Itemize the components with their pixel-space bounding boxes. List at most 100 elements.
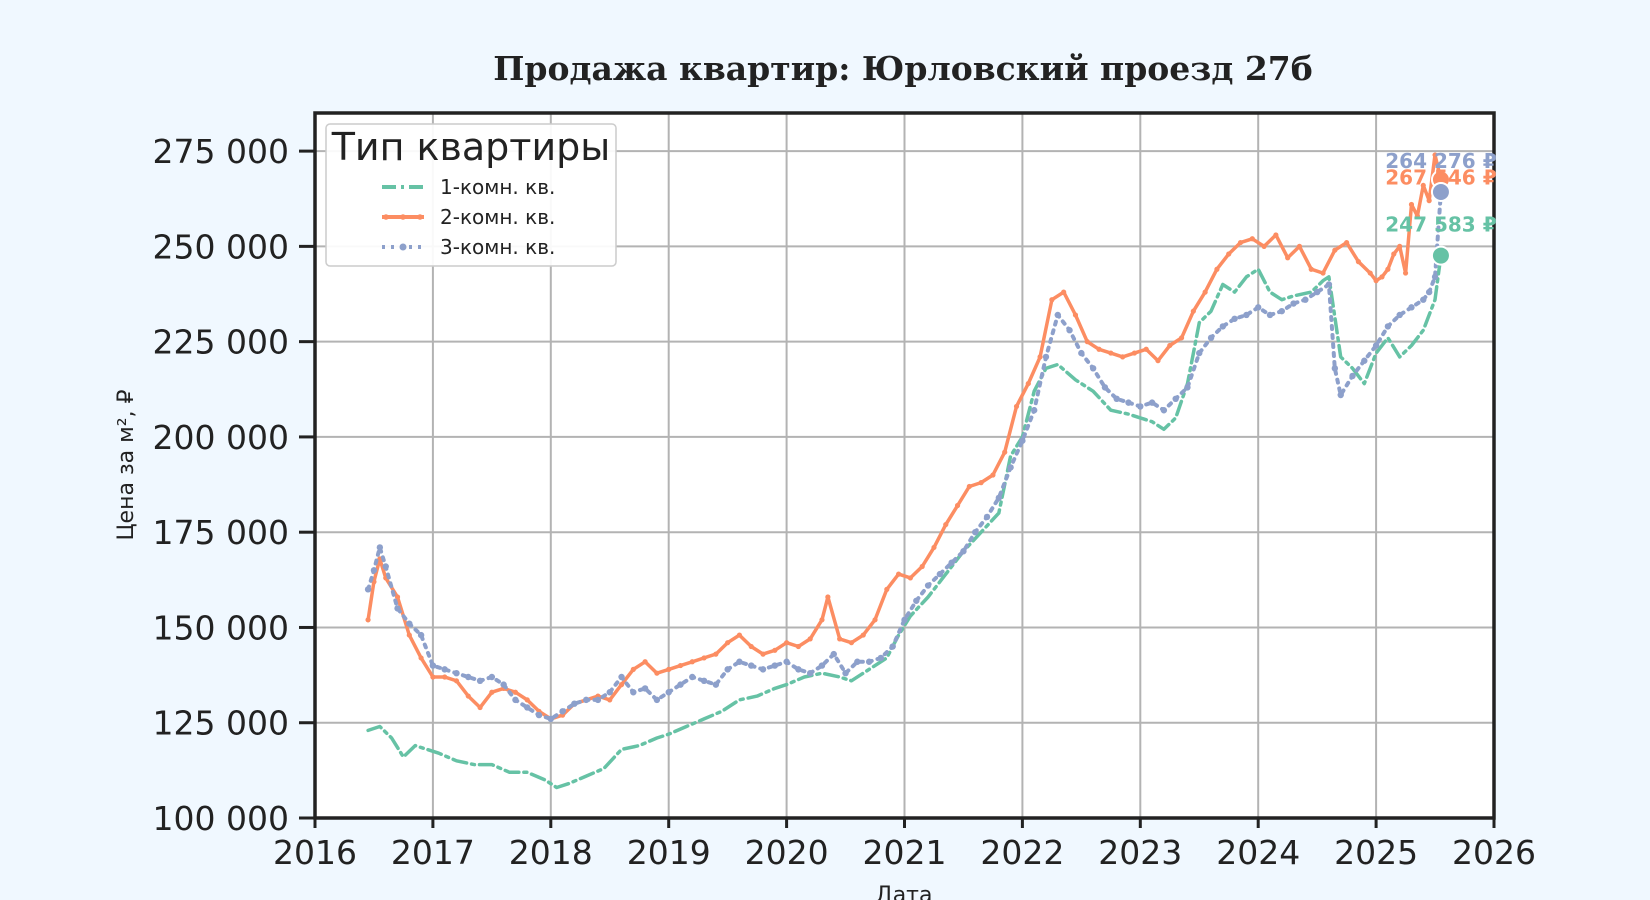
series-3-room-last-value-label: 264 276 ₽: [1385, 149, 1496, 173]
series-3-room-point: [618, 673, 625, 681]
series-3-room-point: [771, 662, 779, 669]
x-tick-label: 2024: [1216, 833, 1300, 872]
series-3-room-point: [1302, 296, 1309, 303]
series-2-room-point: [394, 594, 401, 600]
series-3-room-point: [736, 658, 743, 665]
series-2-room-point: [489, 689, 495, 695]
x-tick-label: 2021: [863, 833, 947, 872]
series-2-room-point: [736, 632, 743, 638]
series-2-room-point: [477, 704, 483, 711]
series-2-room-point: [907, 575, 913, 581]
series-2-room-point: [512, 689, 519, 695]
series-3-room-point: [1408, 304, 1415, 311]
series-2-room-point: [1308, 266, 1314, 272]
series-3-room-point: [571, 700, 578, 707]
series-3-room-point: [877, 654, 885, 662]
series-2-room-point: [896, 571, 902, 577]
series-3-room-point: [364, 586, 372, 593]
series-3-room-point: [453, 669, 460, 677]
chart-title: Продажа квартир: Юрловский проезд 27б: [493, 49, 1313, 88]
series-2-room-point: [1108, 350, 1114, 356]
series-2-room-point: [1420, 182, 1426, 189]
x-tick-label: 2023: [1098, 833, 1182, 872]
series-3-room-point: [665, 689, 672, 696]
series-2-room-point: [1261, 243, 1267, 249]
series-2-room-point: [677, 662, 684, 669]
series-2-room-point: [654, 670, 660, 676]
series-3-room-point: [653, 696, 661, 704]
series-3-room-point: [1101, 384, 1109, 391]
series-2-room-point: [1249, 236, 1255, 242]
last-value-labels: 247 583 ₽267 546 ₽264 276 ₽: [1385, 149, 1497, 266]
series-3-room-point: [712, 681, 720, 688]
series-2-room-point: [418, 655, 424, 661]
series-1-room-last-point: [1430, 245, 1451, 266]
series-2-room-point: [453, 678, 460, 684]
series-3-room-point: [1207, 334, 1215, 342]
series-2-room-point: [1355, 259, 1362, 265]
series-3-room-point: [901, 616, 908, 624]
series-3-room-point: [429, 662, 437, 669]
series-3-room-point: [441, 666, 448, 673]
series-2-room-point: [1143, 346, 1149, 352]
series-2-room-point: [1273, 232, 1279, 238]
series-2-room-point: [1013, 403, 1020, 410]
series-3-room-point: [1137, 403, 1144, 410]
series-3-room-point: [759, 666, 767, 673]
series-3-room-point: [547, 715, 554, 723]
x-axis-label: Дата: [876, 883, 933, 900]
series-3-room-point: [748, 662, 755, 669]
series-3-room-point: [924, 582, 932, 589]
series-2-room-point: [1237, 239, 1244, 246]
series-2-room-point: [1414, 213, 1420, 219]
y-tick-label: 250 000: [153, 227, 289, 266]
x-tick-label: 2022: [980, 833, 1064, 872]
series-3-room-point: [1431, 273, 1439, 281]
series-2-room-point: [701, 655, 707, 661]
series-2-room-point: [1167, 342, 1173, 349]
series-3-room-point: [1361, 357, 1368, 364]
series-2-room-point: [954, 502, 961, 509]
legend-marker-2-room: [383, 214, 389, 220]
series-3-room-point: [677, 681, 684, 688]
series-3-room-point: [1231, 315, 1238, 322]
series-3-room-point: [1219, 323, 1227, 330]
series-3-room-last-point: [1430, 181, 1451, 202]
series-2-room-point: [1084, 339, 1090, 345]
series-2-room-point: [1426, 198, 1432, 204]
series-3-room-point: [913, 597, 920, 604]
series-3-room-point: [724, 666, 731, 673]
series-2-room-point: [1320, 270, 1326, 276]
series-3-room-point: [1184, 384, 1191, 391]
series-3-room-point: [1384, 323, 1392, 330]
series-3-room-point: [394, 605, 401, 612]
series-2-room-point: [607, 697, 613, 703]
series-2-room-point: [1131, 350, 1138, 356]
series-3-room-point: [512, 696, 519, 704]
series-2-room-point: [1214, 266, 1220, 272]
y-tick-label: 150 000: [153, 608, 289, 647]
series-2-room-point: [1202, 289, 1208, 295]
x-tick-label: 2016: [273, 833, 357, 872]
series-3-room-point: [948, 559, 955, 566]
series-2-room-point: [1178, 335, 1185, 341]
x-tick-label: 2017: [391, 833, 475, 872]
series-2-room-point: [1096, 346, 1102, 352]
series-3-room-point: [995, 494, 1003, 502]
series-3-room-point: [559, 708, 566, 715]
series-3-room-point: [1313, 288, 1321, 296]
series-2-room-point: [807, 636, 813, 642]
series-3-room-point: [1042, 353, 1050, 361]
series-3-room-point: [1054, 311, 1061, 319]
series-3-room-point: [594, 696, 602, 704]
series-3-room-point: [1349, 372, 1356, 380]
series-3-room-point: [1148, 399, 1156, 406]
series-2-room-point: [860, 632, 866, 638]
series-3-room-point: [972, 528, 979, 536]
series-3-room-point: [1266, 311, 1274, 319]
series-3-room-point: [641, 685, 649, 692]
series-3-room-point: [1420, 296, 1427, 303]
series-2-room-point: [795, 643, 801, 650]
series-2-room-point: [1432, 152, 1438, 158]
